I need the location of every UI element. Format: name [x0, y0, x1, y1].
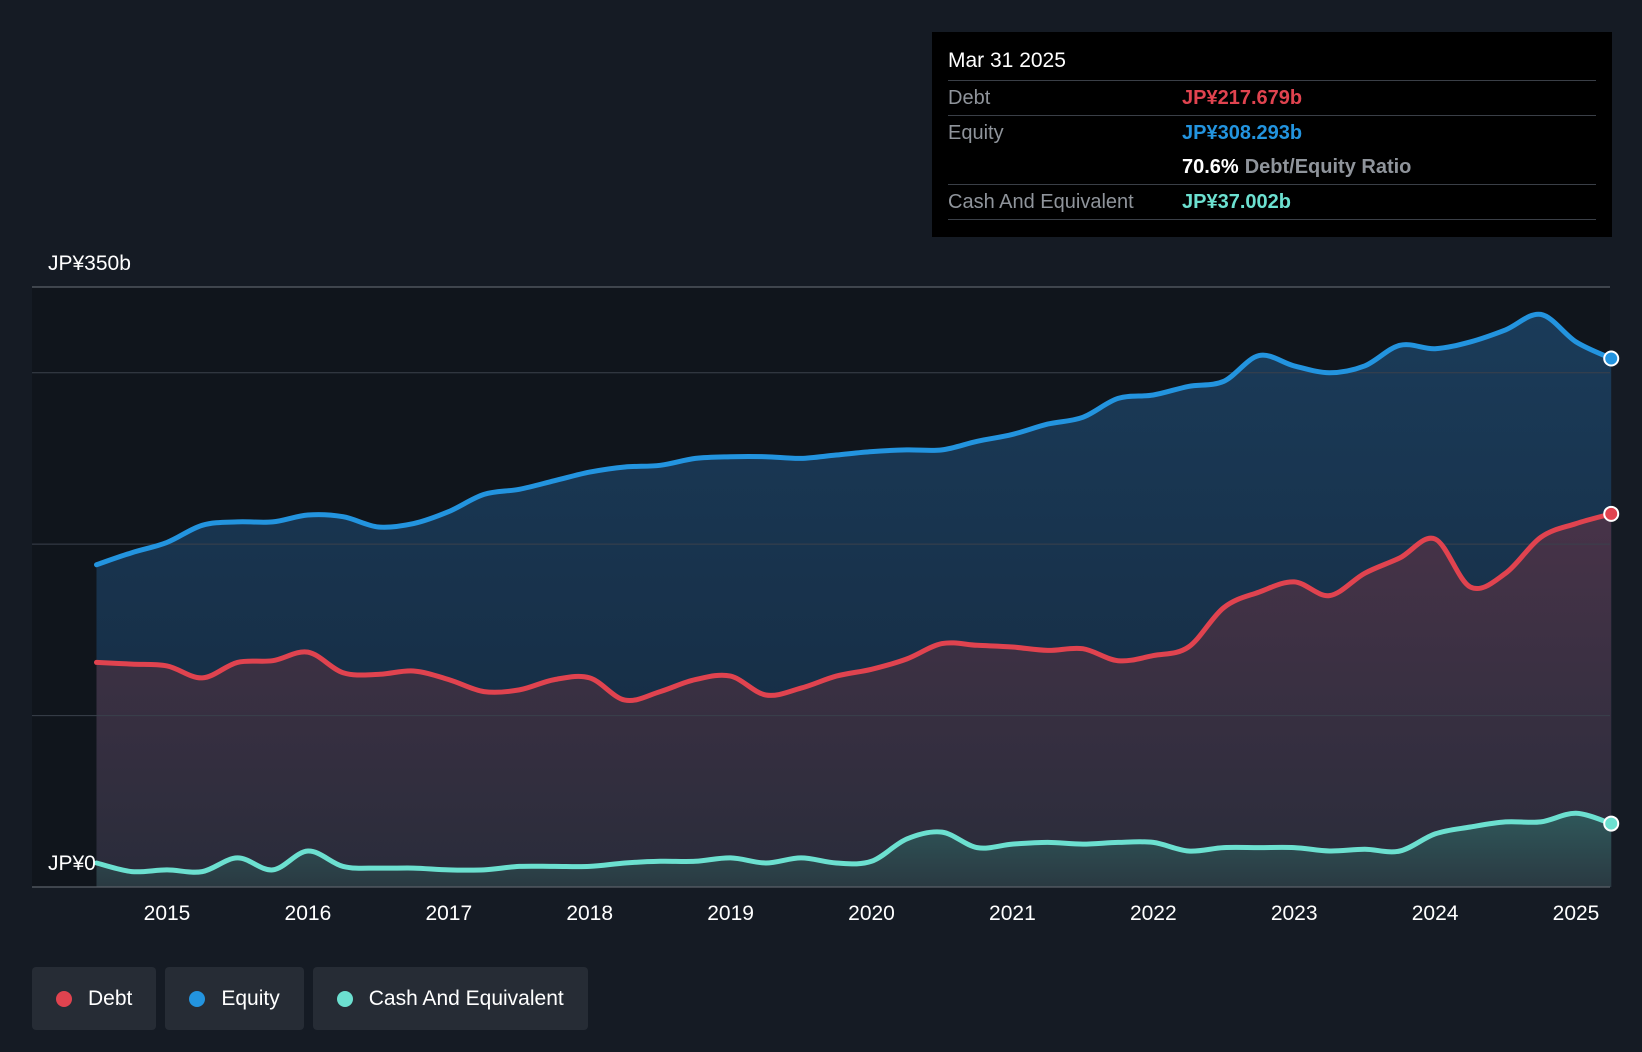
- cash-end-marker: [1603, 815, 1620, 832]
- debt-line: [94, 511, 1614, 704]
- x-tick-label-2017: 2017: [425, 902, 472, 925]
- tooltip-cash-row: Cash And Equivalent JP¥37.002b: [948, 184, 1596, 220]
- debt-area: [96, 513, 1612, 887]
- x-tick-label-2020: 2020: [848, 902, 895, 925]
- hover-tooltip: Mar 31 2025 Debt JP¥217.679b Equity JP¥3…: [932, 32, 1612, 237]
- tooltip-equity-row: Equity JP¥308.293b: [948, 115, 1596, 150]
- x-tick-label-2023: 2023: [1271, 902, 1318, 925]
- legend-debt-label: Debt: [88, 986, 133, 1010]
- legend-item-equity[interactable]: Equity: [165, 967, 304, 1030]
- x-tick-label-2021: 2021: [989, 902, 1036, 925]
- tooltip-date: Mar 31 2025: [948, 49, 1066, 72]
- tooltip-equity-label: Equity: [948, 121, 1004, 144]
- tooltip-debt-value: JP¥217.679b: [1182, 86, 1303, 109]
- debt-end-marker: [1603, 505, 1620, 522]
- equity-dot-icon: [189, 990, 206, 1007]
- equity-line: [94, 311, 1614, 568]
- y-axis-bottom-label: JP¥0: [48, 852, 96, 875]
- y-axis-top-label: JP¥350b: [48, 252, 131, 275]
- chart-legend: Debt Equity Cash And Equivalent: [32, 967, 588, 1030]
- legend-equity-label: Equity: [221, 986, 280, 1010]
- x-tick-label-2018: 2018: [566, 902, 613, 925]
- cash-dot-icon: [336, 990, 353, 1007]
- tooltip-ratio-value: 70.6%: [1182, 155, 1239, 178]
- legend-item-cash[interactable]: Cash And Equivalent: [312, 967, 588, 1030]
- cash-line: [94, 810, 1614, 875]
- tooltip-equity-value: JP¥308.293b: [1182, 121, 1303, 144]
- x-tick-label-2022: 2022: [1130, 902, 1177, 925]
- tooltip-debt-label: Debt: [948, 86, 991, 109]
- x-tick-label-2019: 2019: [707, 902, 754, 925]
- x-tick-label-2016: 2016: [285, 902, 332, 925]
- legend-cash-label: Cash And Equivalent: [368, 986, 564, 1010]
- legend-item-debt[interactable]: Debt: [32, 967, 157, 1030]
- debt-dot-icon: [56, 990, 72, 1007]
- equity-end-marker: [1603, 350, 1620, 367]
- tooltip-debt-row: Debt JP¥217.679b: [948, 80, 1596, 115]
- x-tick-label-2024: 2024: [1412, 902, 1459, 925]
- x-tick-label-2015: 2015: [144, 902, 191, 925]
- tooltip-cash-value: JP¥37.002b: [1182, 190, 1291, 213]
- tooltip-ratio-row: 70.6% Debt/Equity Ratio: [948, 150, 1596, 184]
- x-tick-label-2025: 2025: [1553, 902, 1600, 925]
- tooltip-ratio-label: Debt/Equity Ratio: [1244, 155, 1412, 178]
- cash-area: [96, 813, 1612, 887]
- tooltip-cash-label: Cash And Equivalent: [948, 190, 1134, 213]
